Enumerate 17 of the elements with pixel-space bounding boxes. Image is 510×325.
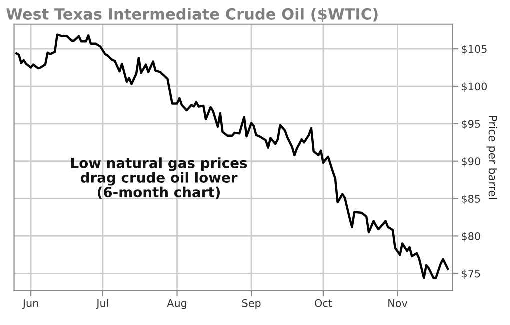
x-tick-label: Jun <box>22 300 38 310</box>
y-tick-label: $90 <box>462 157 480 167</box>
x-tick-label: Aug <box>167 300 186 310</box>
x-tick-label: Sep <box>242 299 261 310</box>
y-axis-title: Price per barrel <box>486 116 498 200</box>
x-tick-label: Nov <box>388 300 408 308</box>
y-tick-label: $105 <box>462 45 487 55</box>
x-tick-label: Oct <box>315 299 332 308</box>
y-tick-label: $85 <box>462 194 480 204</box>
y-tick-label: $100 <box>462 82 488 92</box>
chart-title: West Texas Intermediate Crude Oil ($WTIC) <box>6 8 378 22</box>
y-tick-label: $95 <box>462 120 480 130</box>
x-tick-label: Jul <box>96 299 108 310</box>
line-series <box>16 34 450 280</box>
annotation: Low natural gas prices drag crude oil lower (6-month chart) <box>72 158 248 200</box>
y-tick-label: $80 <box>462 232 480 242</box>
y-tick-label: $75 <box>462 270 480 280</box>
